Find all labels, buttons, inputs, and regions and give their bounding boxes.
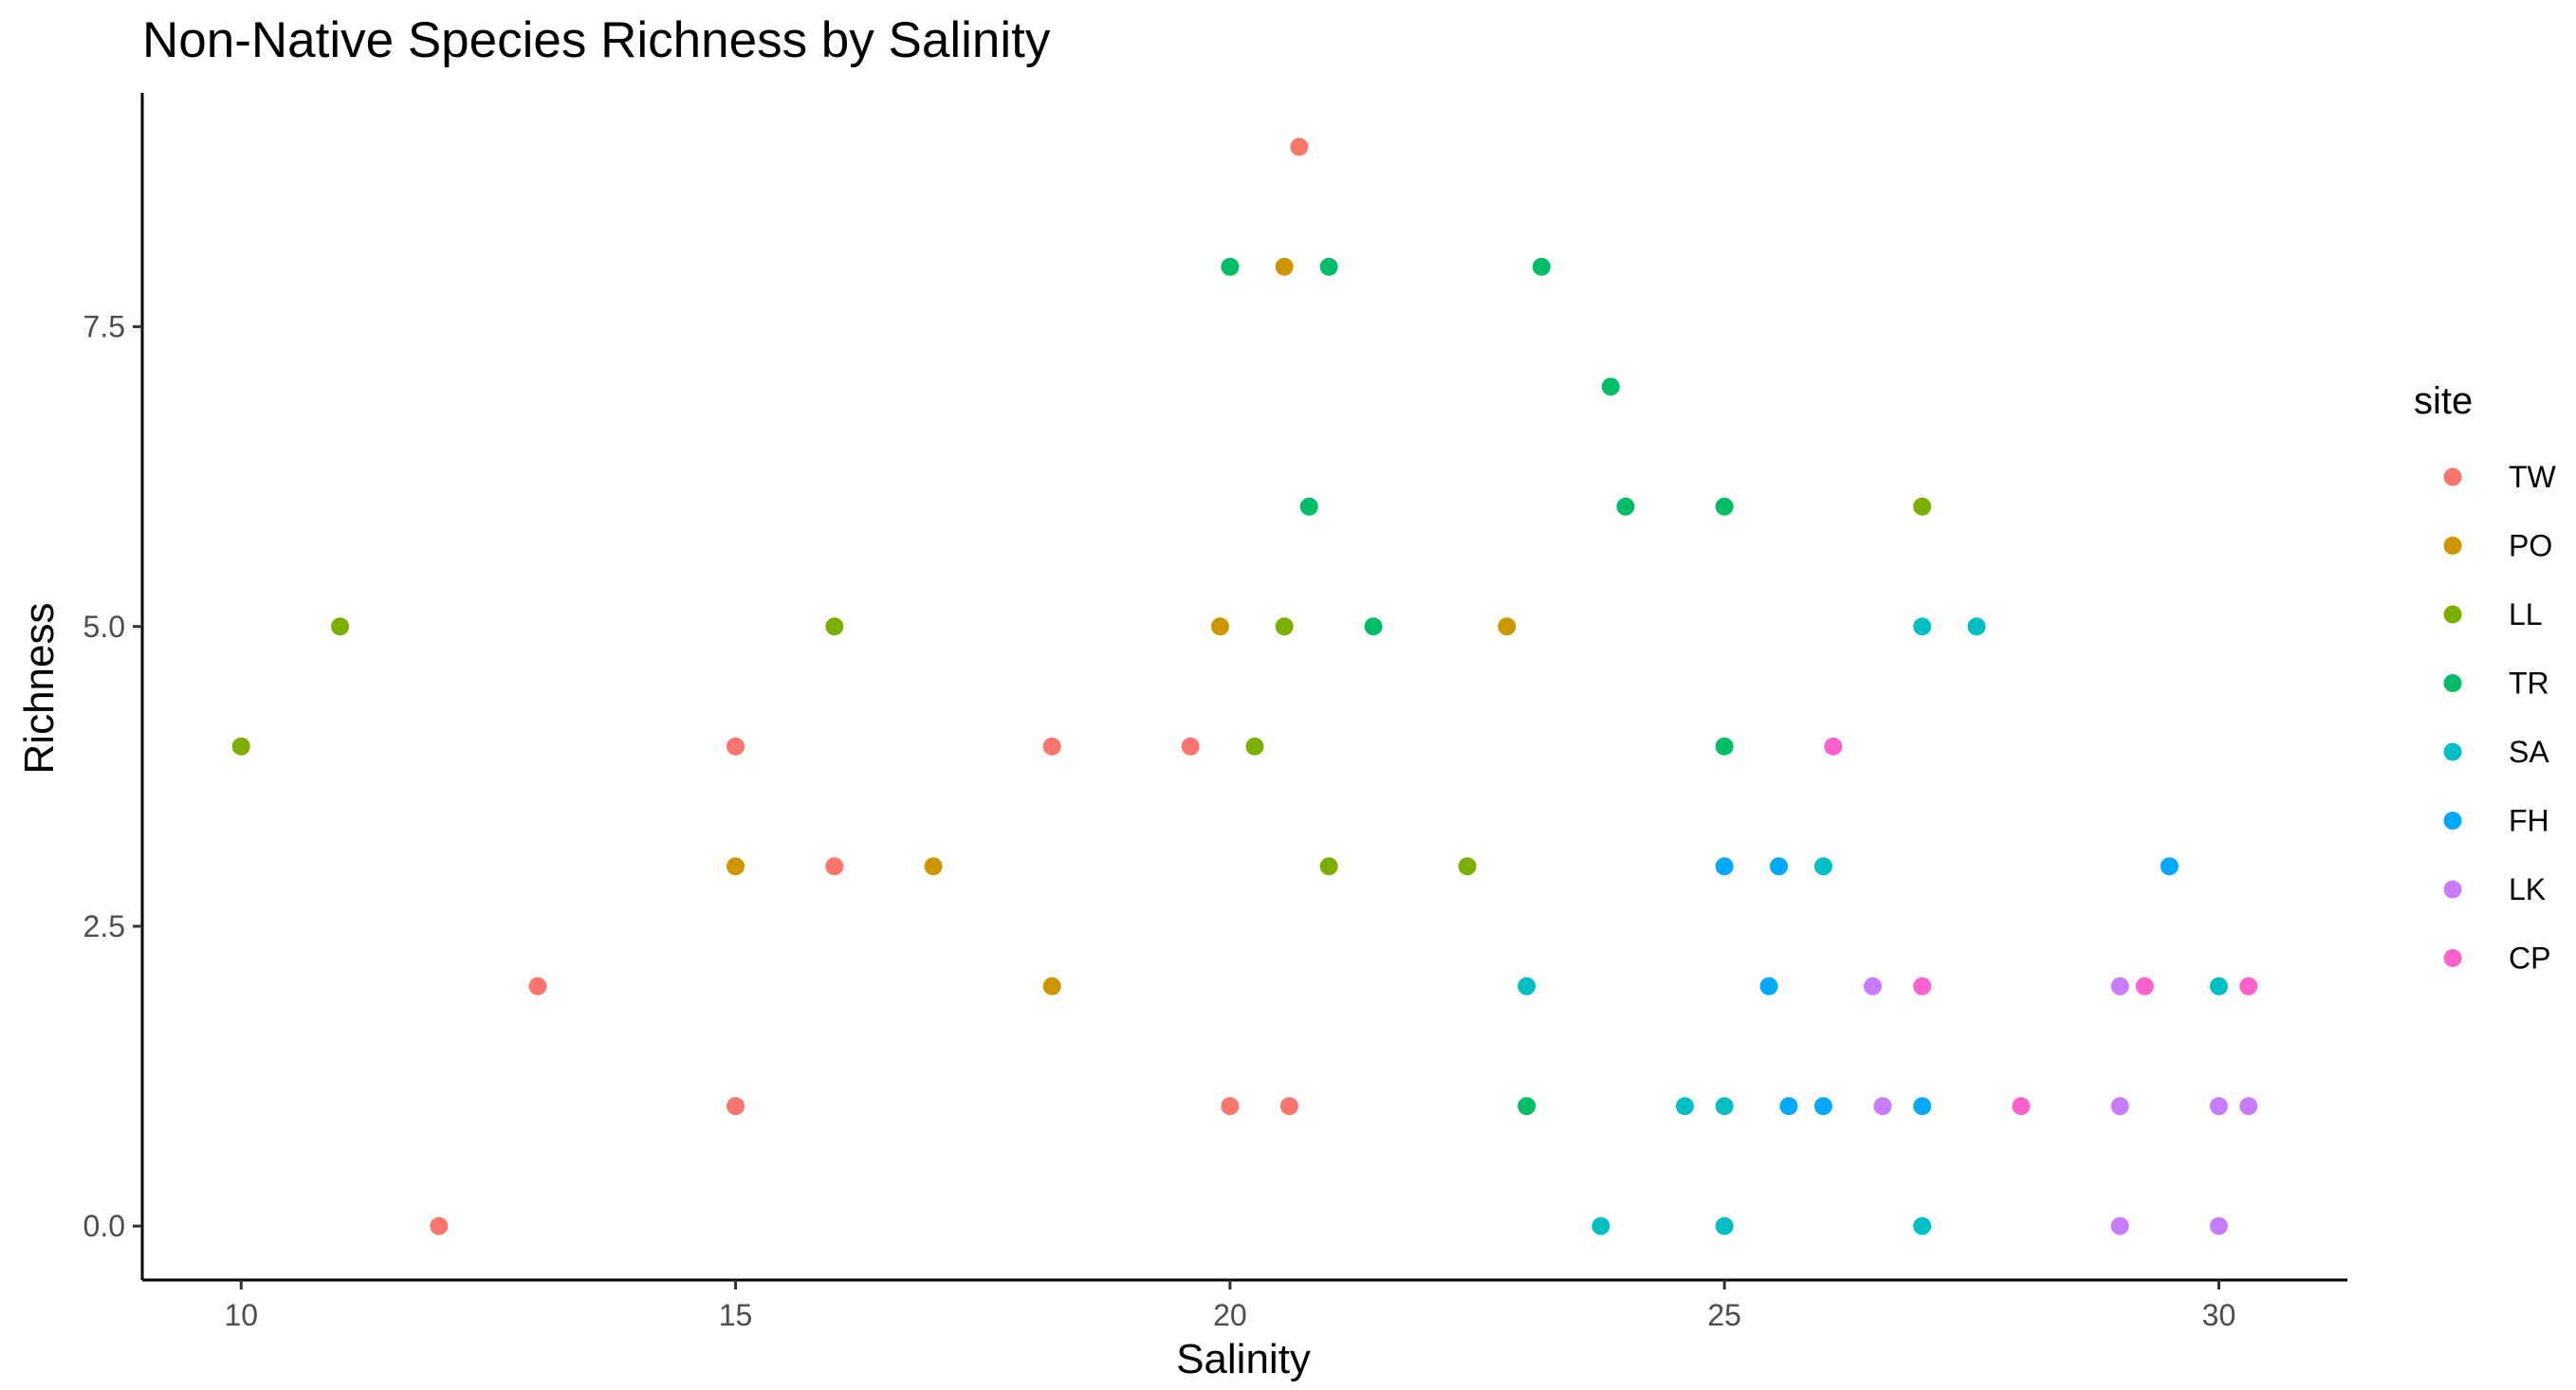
axes: 10 15 20 25 30 0.0 2.5 5.0 7.5	[83, 93, 2347, 1332]
data-point-tw	[1181, 737, 1200, 756]
legend-label-lk: LK	[2509, 872, 2546, 906]
chart-title: Non-Native Species Richness by Salinity	[142, 12, 1051, 68]
data-point-cp	[2135, 977, 2154, 996]
data-point-po	[1042, 977, 1061, 996]
data-point-cp	[2012, 1097, 2031, 1116]
legend-label-cp: CP	[2509, 942, 2550, 976]
x-axis-title: Salinity	[1176, 1336, 1311, 1382]
y-tick-label: 0.0	[83, 1209, 125, 1243]
data-point-tr	[1319, 257, 1338, 276]
data-point-tr	[1715, 497, 1734, 516]
x-tick-label: 20	[1213, 1298, 1247, 1332]
data-point-tw	[430, 1216, 449, 1235]
data-point-cp	[1913, 977, 1932, 996]
legend-label-tr: TR	[2509, 667, 2549, 701]
data-point-po	[1275, 257, 1294, 276]
data-point-ll	[1913, 497, 1932, 516]
data-point-sa	[1715, 1097, 1734, 1116]
data-point-lk	[1873, 1097, 1892, 1116]
data-point-sa	[1675, 1097, 1694, 1116]
legend-label-ll: LL	[2509, 597, 2543, 631]
data-point-tw	[1042, 737, 1061, 756]
data-point-sa	[1967, 617, 1986, 636]
data-point-sa	[1913, 617, 1932, 636]
data-point-lk	[2110, 1097, 2129, 1116]
y-axis-title: Richness	[16, 603, 63, 775]
y-tick-label: 5.0	[83, 610, 125, 644]
x-tick-label: 30	[2202, 1298, 2236, 1332]
data-point-tr	[1532, 257, 1551, 276]
data-point-ll	[1275, 617, 1294, 636]
x-tick-label: 25	[1707, 1298, 1741, 1332]
data-point-tw	[1221, 1097, 1240, 1116]
data-point-lk	[1864, 977, 1883, 996]
legend-label-fh: FH	[2509, 804, 2549, 838]
data-point-tr	[1364, 617, 1383, 636]
data-point-sa	[1913, 1216, 1932, 1235]
legend-label-sa: SA	[2509, 735, 2549, 769]
data-point-tw	[727, 737, 745, 756]
data-point-tw	[825, 857, 844, 876]
legend-key-fh	[2443, 812, 2462, 830]
x-tick-label: 15	[719, 1298, 753, 1332]
data-point-tw	[1279, 1097, 1298, 1116]
data-point-cp	[2239, 977, 2258, 996]
legend-title: site	[2414, 380, 2473, 422]
data-point-po	[727, 857, 745, 876]
legend-key-lk	[2443, 880, 2462, 899]
legend-key-ll	[2443, 605, 2462, 624]
data-point-fh	[1715, 857, 1734, 876]
x-tick-label: 10	[224, 1298, 258, 1332]
data-point-tr	[1299, 497, 1318, 516]
data-point-sa	[1592, 1216, 1610, 1235]
data-point-po	[1210, 617, 1229, 636]
data-point-fh	[2160, 857, 2179, 876]
legend-key-po	[2443, 537, 2462, 555]
data-point-lk	[2239, 1097, 2258, 1116]
data-point-tw	[1290, 137, 1309, 156]
data-point-sa	[2209, 977, 2228, 996]
legend: site TW PO LL TR SA FH LK CP	[2414, 380, 2557, 976]
data-point-ll	[1458, 857, 1477, 876]
data-point-tr	[1221, 257, 1240, 276]
data-point-tr	[1601, 377, 1620, 396]
data-point-lk	[2110, 977, 2129, 996]
data-point-ll	[825, 617, 844, 636]
data-point-sa	[1813, 857, 1832, 876]
data-point-fh	[1770, 857, 1789, 876]
data-point-tr	[1616, 497, 1635, 516]
data-point-tw	[528, 977, 547, 996]
data-point-tr	[1715, 737, 1734, 756]
data-point-tw	[727, 1097, 745, 1116]
y-tick-label: 2.5	[83, 909, 125, 943]
data-point-fh	[1779, 1097, 1798, 1116]
data-point-fh	[1759, 977, 1778, 996]
plot-area	[231, 137, 2258, 1235]
data-point-cp	[1824, 737, 1843, 756]
data-point-po	[924, 857, 943, 876]
data-point-lk	[2209, 1097, 2228, 1116]
data-point-sa	[1518, 977, 1536, 996]
legend-items: TW PO LL TR SA FH LK CP	[2443, 460, 2557, 976]
legend-key-cp	[2443, 949, 2462, 967]
data-point-ll	[1319, 857, 1338, 876]
data-point-lk	[2209, 1216, 2228, 1235]
legend-label-tw: TW	[2509, 460, 2557, 494]
data-point-fh	[1913, 1097, 1932, 1116]
data-point-ll	[1245, 737, 1264, 756]
legend-label-po: PO	[2509, 529, 2552, 563]
legend-key-tr	[2443, 674, 2462, 692]
legend-key-tw	[2443, 467, 2462, 486]
data-point-ll	[231, 737, 250, 756]
data-point-po	[1498, 617, 1517, 636]
data-point-sa	[1715, 1216, 1734, 1235]
data-point-tr	[1518, 1097, 1536, 1116]
legend-key-sa	[2443, 742, 2462, 761]
data-point-ll	[331, 617, 350, 636]
y-tick-label: 7.5	[83, 310, 125, 344]
data-point-fh	[1813, 1097, 1832, 1116]
data-point-lk	[2110, 1216, 2129, 1235]
